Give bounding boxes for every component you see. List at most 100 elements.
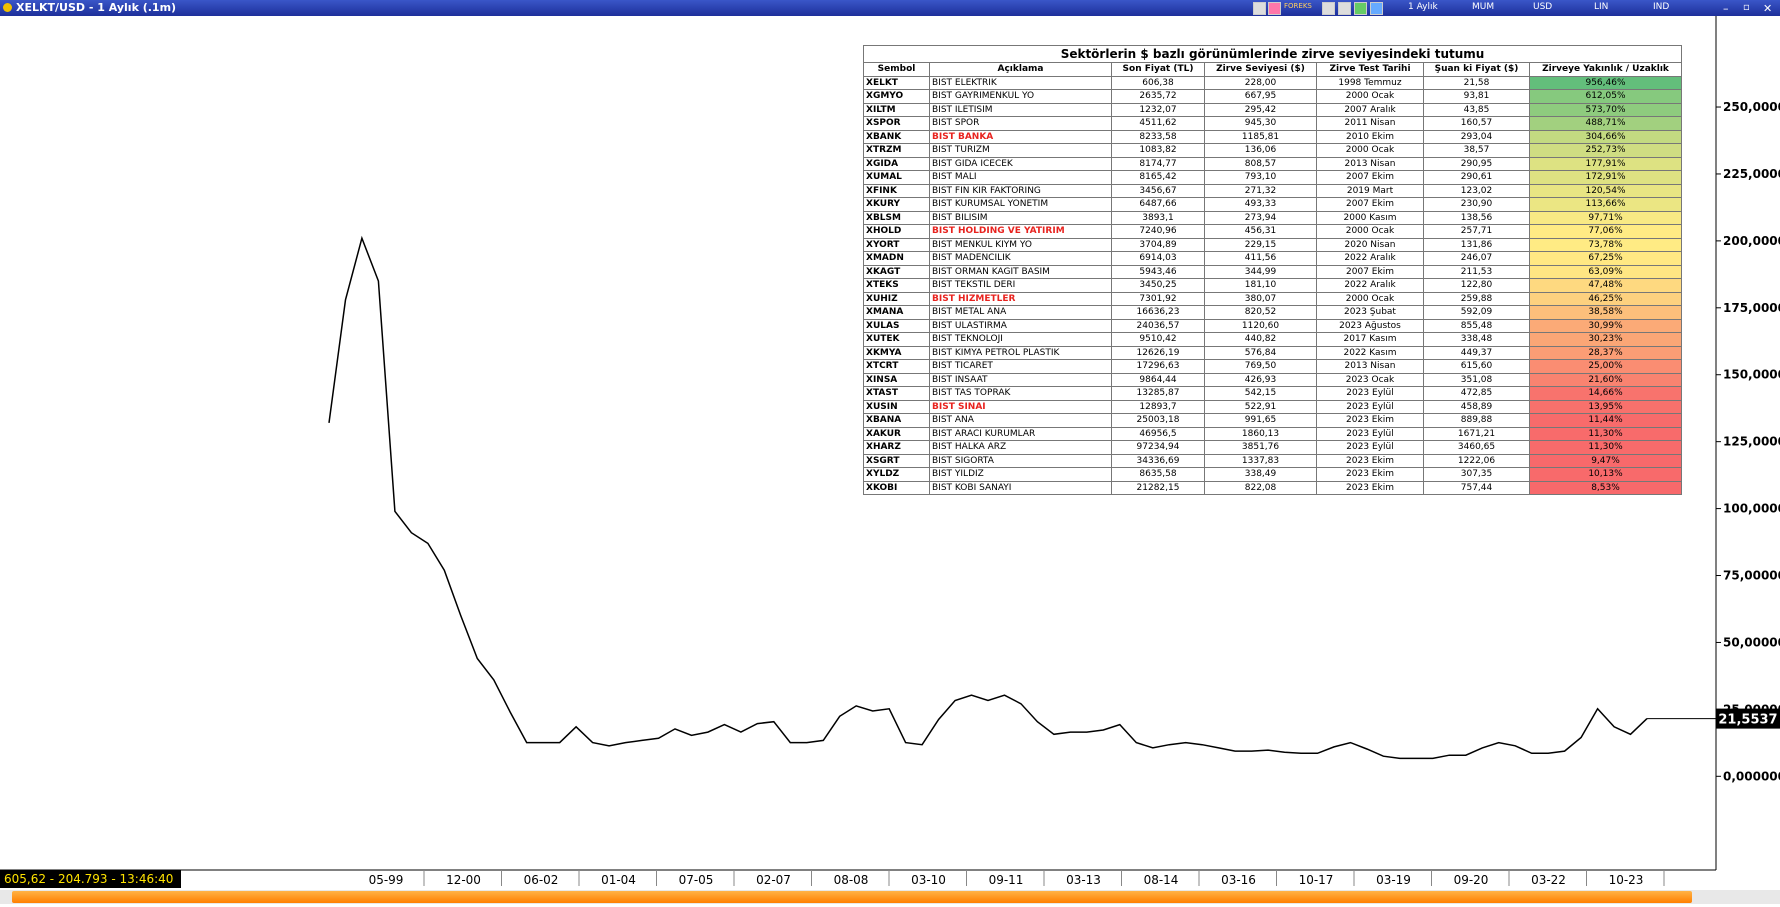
table-cell: 2000 Ocak bbox=[1316, 224, 1424, 239]
table-cell: 606,38 bbox=[1111, 75, 1205, 90]
y-tick-label: 250,0000 bbox=[1723, 100, 1780, 114]
column-header: Açıklama bbox=[929, 62, 1112, 77]
table-cell: 793,10 bbox=[1204, 170, 1317, 185]
table-cell: 1232,07 bbox=[1111, 102, 1205, 117]
table-cell: 573,70% bbox=[1529, 102, 1682, 117]
toolbar-icon[interactable] bbox=[1253, 2, 1266, 15]
table-row: XYORT BIST MENKUL KIYM YO 3704,89 229,15 202… bbox=[863, 237, 1682, 252]
scrollbar[interactable] bbox=[0, 890, 1780, 904]
column-header: Sembol bbox=[863, 62, 930, 77]
table-cell: 136,06 bbox=[1204, 143, 1317, 158]
table-cell: 612,05% bbox=[1529, 89, 1682, 104]
table-cell: BIST ULASTIRMA bbox=[929, 318, 1112, 333]
toolbar-icon[interactable] bbox=[1354, 2, 1367, 15]
close-button[interactable]: ✕ bbox=[1763, 2, 1773, 15]
toolbar-icon[interactable] bbox=[1322, 2, 1335, 15]
table-row: XTCRT BIST TICARET 17296,63 769,50 2013 Nisa… bbox=[863, 359, 1682, 374]
table-cell: 14,66% bbox=[1529, 386, 1682, 401]
table-cell: 522,91 bbox=[1204, 399, 1317, 414]
table-cell: XYORT bbox=[863, 237, 930, 252]
table-cell: 542,15 bbox=[1204, 386, 1317, 401]
x-tick-label: 02-07 bbox=[756, 873, 791, 886]
toolbar-period[interactable]: 1 Aylık bbox=[1408, 2, 1438, 12]
column-header: Zirve Seviyesi ($) bbox=[1204, 62, 1317, 77]
table-row: XUHIZ BIST HIZMETLER 7301,92 380,07 2000 Oca… bbox=[863, 291, 1682, 306]
x-tick-label: 10-23 bbox=[1609, 873, 1644, 886]
toolbar-brand[interactable]: FOREKS bbox=[1284, 2, 1312, 10]
table-cell: 338,49 bbox=[1204, 467, 1317, 482]
toolbar-icon[interactable] bbox=[1370, 2, 1383, 15]
table-cell: XKMYA bbox=[863, 345, 930, 360]
table-cell: XYLDZ bbox=[863, 467, 930, 482]
toolbar-type[interactable]: MUM bbox=[1472, 2, 1495, 12]
table-cell: BIST MENKUL KIYM YO bbox=[929, 237, 1112, 252]
table-row: XELKT BIST ELEKTRIK 606,38 228,00 1998 Temmu… bbox=[863, 75, 1682, 90]
table-cell: 228,00 bbox=[1204, 75, 1317, 90]
table-cell: 2635,72 bbox=[1111, 89, 1205, 104]
table-cell: 820,52 bbox=[1204, 305, 1317, 320]
table-cell: 273,94 bbox=[1204, 210, 1317, 225]
table-cell: BIST ELEKTRIK bbox=[929, 75, 1112, 90]
table-cell: XGMYO bbox=[863, 89, 930, 104]
x-tick-label: 08-14 bbox=[1144, 873, 1179, 886]
table-cell: 120,54% bbox=[1529, 183, 1682, 198]
minimize-button[interactable]: – bbox=[1723, 2, 1729, 15]
table-cell: 808,57 bbox=[1204, 156, 1317, 171]
table-cell: 426,93 bbox=[1204, 372, 1317, 387]
table-cell: XTRZM bbox=[863, 143, 930, 158]
table-cell: 889,88 bbox=[1423, 413, 1530, 428]
table-cell: 13,95% bbox=[1529, 399, 1682, 414]
table-cell: BIST INSAAT bbox=[929, 372, 1112, 387]
table-cell: BIST TICARET bbox=[929, 359, 1112, 374]
table-cell: 211,53 bbox=[1423, 264, 1530, 279]
table-cell: XTEKS bbox=[863, 278, 930, 293]
column-header: Son Fiyat (TL) bbox=[1111, 62, 1205, 77]
table-cell: BIST TEKNOLOJI bbox=[929, 332, 1112, 347]
table-cell: BIST METAL ANA bbox=[929, 305, 1112, 320]
table-cell: 38,57 bbox=[1423, 143, 1530, 158]
table-cell: 2023 Ocak bbox=[1316, 372, 1424, 387]
table-cell: 2007 Ekim bbox=[1316, 197, 1424, 212]
scroll-thumb[interactable] bbox=[12, 891, 1692, 903]
toolbar-icon[interactable] bbox=[1338, 2, 1351, 15]
table-cell: 172,91% bbox=[1529, 170, 1682, 185]
table-row: XMANA BIST METAL ANA 16636,23 820,52 2023 Şu… bbox=[863, 305, 1682, 320]
table-cell: 3450,25 bbox=[1111, 278, 1205, 293]
table-cell: 77,06% bbox=[1529, 224, 1682, 239]
table-cell: 34336,69 bbox=[1111, 453, 1205, 468]
maximize-button[interactable]: ▫ bbox=[1743, 2, 1750, 13]
table-cell: XTAST bbox=[863, 386, 930, 401]
table-cell: BIST KURUMSAL YONETIM bbox=[929, 197, 1112, 212]
table-cell: XELKT bbox=[863, 75, 930, 90]
table-cell: 290,61 bbox=[1423, 170, 1530, 185]
table-cell: 2010 Ekim bbox=[1316, 129, 1424, 144]
table-cell: 2023 Ağustos bbox=[1316, 318, 1424, 333]
toolbar-currency[interactable]: USD bbox=[1533, 2, 1553, 12]
table-cell: 21,60% bbox=[1529, 372, 1682, 387]
table-cell: BIST KOBI SANAYI bbox=[929, 480, 1112, 495]
table-cell: BIST HALKA ARZ bbox=[929, 440, 1112, 455]
table-cell: 1337,83 bbox=[1204, 453, 1317, 468]
table-cell: 4511,62 bbox=[1111, 116, 1205, 131]
table-row: XINSA BIST INSAAT 9864,44 426,93 2023 Ocak 35… bbox=[863, 372, 1682, 387]
table-cell: 956,46% bbox=[1529, 75, 1682, 90]
toolbar-scale[interactable]: LIN bbox=[1594, 2, 1609, 12]
table-cell: 38,58% bbox=[1529, 305, 1682, 320]
table-cell: BIST TAS TOPRAK bbox=[929, 386, 1112, 401]
column-header: Şuan ki Fiyat ($) bbox=[1423, 62, 1530, 77]
table-cell: 576,84 bbox=[1204, 345, 1317, 360]
y-tick-label: 75,00000 bbox=[1723, 569, 1780, 583]
toolbar-indicators[interactable]: IND bbox=[1653, 2, 1670, 12]
x-tick-label: 09-20 bbox=[1454, 873, 1489, 886]
x-tick-label: 07-05 bbox=[679, 873, 714, 886]
table-cell: 177,91% bbox=[1529, 156, 1682, 171]
table-cell: 8165,42 bbox=[1111, 170, 1205, 185]
table-cell: 295,42 bbox=[1204, 102, 1317, 117]
y-tick-label: 175,0000 bbox=[1723, 301, 1780, 315]
table-cell: BIST HIZMETLER bbox=[929, 291, 1112, 306]
toolbar-icon[interactable] bbox=[1268, 2, 1281, 15]
table-cell: XULAS bbox=[863, 318, 930, 333]
sector-table: Sektörlerin $ bazlı görünümlerinde zirve… bbox=[863, 45, 1682, 495]
table-cell: 8,53% bbox=[1529, 480, 1682, 495]
